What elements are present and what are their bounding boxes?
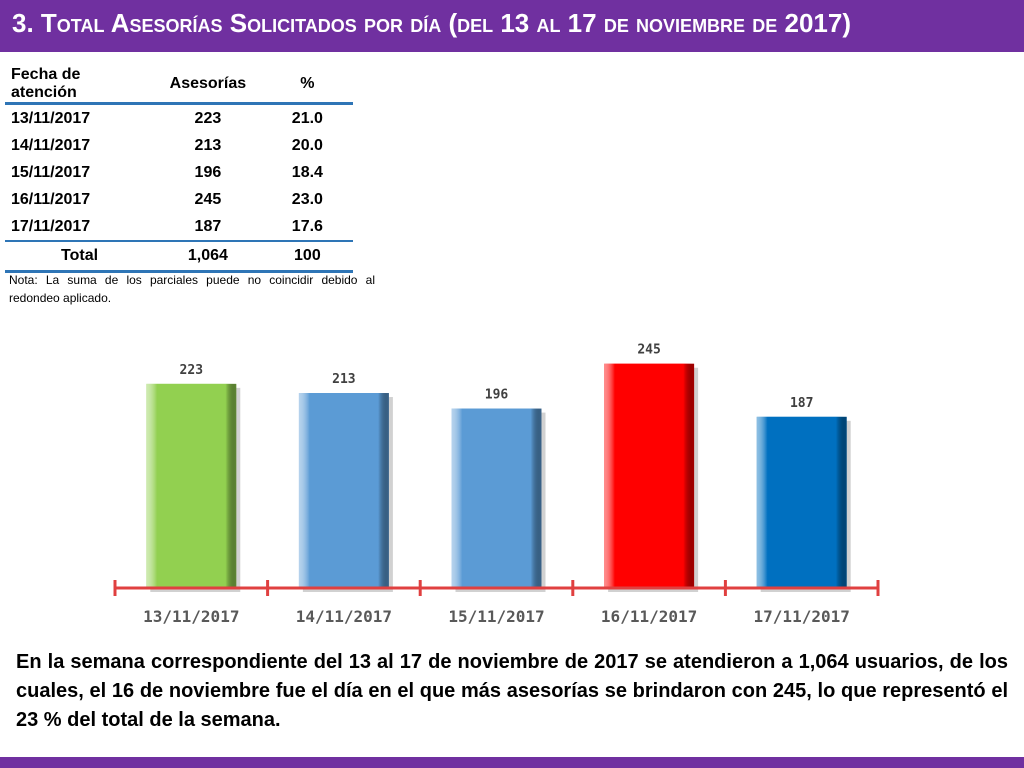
table-cell-date: 15/11/2017 xyxy=(11,163,91,181)
table-cell-percent: 18.4 xyxy=(291,163,323,181)
table-cell-percent: 21.0 xyxy=(291,109,323,127)
column-header-date: Fecha de atención xyxy=(11,66,81,101)
total-count: 1,064 xyxy=(187,247,228,264)
footnote: Nota: La suma de los parciales puede no … xyxy=(9,273,375,305)
x-tick-label: 17/11/2017 xyxy=(754,607,850,626)
data-label: 213 xyxy=(332,372,355,387)
bar-shading xyxy=(298,393,389,588)
table-cell-count: 187 xyxy=(194,217,222,235)
title-subtitle: (del 13 al 17 de noviembre de 2017) xyxy=(448,8,852,38)
table-row: 15/11/2017 196 18.4 xyxy=(5,159,353,186)
table-cell-date: 17/11/2017 xyxy=(11,217,91,235)
bar-shading xyxy=(604,363,695,588)
table-cell-percent: 20.0 xyxy=(291,136,323,154)
bar-chart: 223 213 196 245 187 13/11/2017 14/11/2017 15/11… xyxy=(113,343,880,626)
table-cell-percent: 23.0 xyxy=(291,190,323,208)
table-cell-date: 14/11/2017 xyxy=(11,136,91,154)
table-cell-count: 213 xyxy=(194,136,222,154)
bar-shading xyxy=(451,408,542,588)
data-label: 223 xyxy=(180,363,203,378)
footer-bar xyxy=(0,757,1024,768)
table-row: 13/11/2017 223 21.0 xyxy=(5,104,353,133)
bar-shading xyxy=(756,416,847,588)
bar-shading xyxy=(146,383,237,588)
title-banner: 3. Total Asesorías Solicitados por día (… xyxy=(0,0,1024,52)
table-cell-count: 196 xyxy=(194,163,222,181)
data-table: Fecha de atención Asesorías % 13/11/2017… xyxy=(5,66,353,273)
title-number: 3. xyxy=(12,8,34,38)
x-tick-label: 15/11/2017 xyxy=(448,607,544,626)
table-row: 17/11/2017 187 17.6 xyxy=(5,213,353,241)
table-cell-count: 223 xyxy=(194,109,222,127)
summary-paragraph: En la semana correspondiente del 13 al 1… xyxy=(16,651,1008,731)
x-tick-label: 13/11/2017 xyxy=(143,607,239,626)
data-label: 196 xyxy=(485,388,509,403)
table-row: 14/11/2017 213 20.0 xyxy=(5,132,353,159)
x-tick-label: 16/11/2017 xyxy=(601,607,697,626)
x-tick-label: 14/11/2017 xyxy=(296,607,392,626)
table-total-row: Total 1,064 100 xyxy=(5,241,353,272)
total-percent: 100 xyxy=(294,247,321,264)
title-main: Total Asesorías Solicitados por día xyxy=(40,8,442,38)
total-label: Total xyxy=(61,247,99,264)
column-header-count: Asesorías xyxy=(169,75,247,92)
table-cell-date: 16/11/2017 xyxy=(11,190,91,208)
table-row: 16/11/2017 245 23.0 xyxy=(5,186,353,213)
table-cell-count: 245 xyxy=(194,190,222,208)
table-cell-percent: 17.6 xyxy=(291,217,323,235)
table-cell-date: 13/11/2017 xyxy=(11,109,91,127)
data-label: 187 xyxy=(790,396,813,411)
column-header-percent: % xyxy=(300,75,315,92)
data-label: 245 xyxy=(637,343,660,358)
table-header-row: Fecha de atención Asesorías % xyxy=(5,66,353,104)
page-title: 3. Total Asesorías Solicitados por día (… xyxy=(12,6,851,40)
